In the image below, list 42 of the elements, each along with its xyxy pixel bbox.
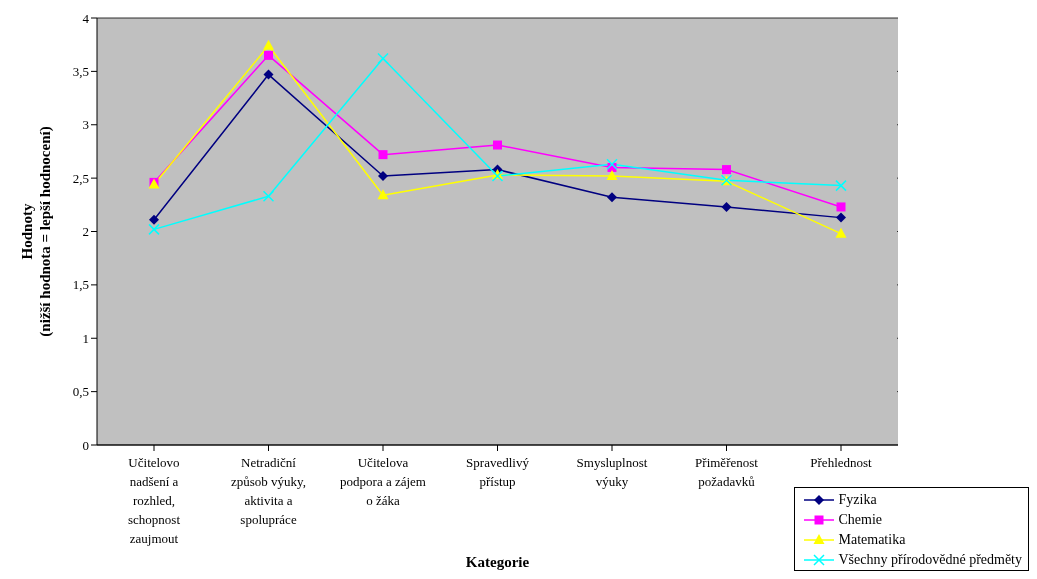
point (263, 39, 274, 50)
point (722, 165, 731, 175)
legend-label: Matematika (838, 532, 906, 548)
point (149, 214, 159, 225)
point (493, 140, 502, 150)
point (721, 201, 732, 212)
point (378, 150, 388, 160)
y-tick-label: 3 (82, 117, 89, 133)
y-tick-label: 2 (82, 224, 89, 240)
y-axis-title: Hodnoty (nižší hodnota = lepší hodnocení) (19, 126, 54, 337)
y-tick-label: 0,5 (72, 384, 89, 400)
point (378, 170, 388, 181)
point (835, 179, 847, 192)
y-tick-label: 1 (82, 330, 89, 346)
point (606, 158, 618, 170)
y-tick-label: 1,5 (72, 277, 89, 293)
point (262, 190, 275, 203)
x-tick-label: Spravedlivý přístup (466, 455, 530, 489)
x-tick-label: Učitelova podpora a zájem o žáka (340, 455, 426, 508)
y-tick-label: 2,5 (72, 170, 89, 186)
x-tick-label: Netradiční způsob výuky, aktivita a spolupráce (231, 455, 306, 527)
point (263, 69, 274, 80)
y-tick-label: 3,5 (72, 63, 89, 79)
point (377, 189, 389, 200)
point (835, 227, 847, 238)
legend-label: Všechny přírodovědné předměty (838, 552, 1022, 568)
point (607, 192, 617, 203)
x-tick-label: Učitelovo nadšení a rozhled, schopnost zaujmout (128, 455, 181, 546)
y-tick-label: 4 (82, 10, 90, 26)
point (606, 169, 618, 180)
x-tick-label: Smysluplnost výuky (576, 455, 648, 489)
legend-label: Chemie (838, 512, 883, 528)
x-tick-label: Přiměřenost požadavků (695, 455, 759, 489)
x-axis-title: Kategorie (465, 554, 530, 570)
point (377, 52, 389, 65)
point (836, 202, 846, 212)
point (836, 212, 846, 223)
y-tick-label: 0 (82, 437, 89, 453)
point (264, 50, 273, 60)
legend-label: Fyzika (838, 492, 877, 508)
x-tick-label: Přehlednost (810, 455, 873, 470)
point (148, 223, 160, 236)
